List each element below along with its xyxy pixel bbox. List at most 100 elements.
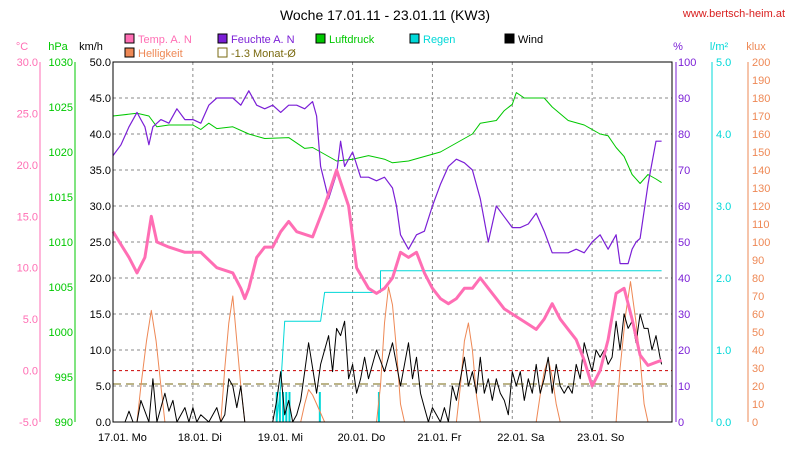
wind-tick-label: 50.0: [90, 57, 111, 69]
brightness-tick-label: 170: [752, 111, 770, 123]
axis-unit-rain: l/m²: [710, 41, 729, 53]
day-label: 18.01. Di: [178, 432, 222, 444]
wind-tick-label: 30.0: [90, 201, 111, 213]
series-layer: [111, 90, 663, 423]
axis-unit-brightness: klux: [746, 41, 766, 53]
brightness-tick-label: 50: [752, 327, 764, 339]
axis-unit-humidity: %: [673, 41, 683, 53]
rain-tick-label: 3.0: [716, 201, 731, 213]
humidity-tick-label: 90: [678, 93, 690, 105]
legend-swatch: [124, 47, 135, 58]
rain-tick-label: 4.0: [716, 129, 731, 141]
wind-tick-label: 20.0: [90, 273, 111, 285]
humidity-tick-label: 40: [678, 273, 690, 285]
temperature-line: [111, 168, 663, 388]
legend-label: Feuchte A. N: [231, 34, 295, 46]
axis-ticks: 30.025.020.015.010.05.00.0-5.01030102510…: [17, 57, 771, 429]
pressure-tick-label: 1010: [49, 237, 73, 249]
brightness-tick-label: 100: [752, 237, 770, 249]
legend-label: Regen: [423, 34, 455, 46]
humidity-tick-label: 30: [678, 309, 690, 321]
brightness-tick-label: 130: [752, 183, 770, 195]
legend-swatch: [315, 33, 326, 44]
pressure-tick-label: 1005: [49, 282, 73, 294]
brightness-tick-label: 140: [752, 165, 770, 177]
temp-tick-label: 20.0: [17, 160, 38, 172]
wind-tick-label: 15.0: [90, 309, 111, 321]
rain-event-bar: [282, 392, 285, 422]
brightness-tick-label: 180: [752, 93, 770, 105]
wind-tick-label: 35.0: [90, 165, 111, 177]
temp-tick-label: 30.0: [17, 57, 38, 69]
rain-tick-label: 2.0: [716, 273, 731, 285]
rain-tick-label: 5.0: [716, 57, 731, 69]
humidity-tick-label: 20: [678, 345, 690, 357]
brightness-tick-label: 190: [752, 75, 770, 87]
temp-tick-label: 5.0: [23, 314, 38, 326]
brightness-tick-label: 160: [752, 129, 770, 141]
wind-tick-label: 10.0: [90, 345, 111, 357]
brightness-tick-label: 80: [752, 273, 764, 285]
wind-line: [113, 313, 663, 423]
legend-swatch: [217, 47, 228, 58]
axis-unit-wind: km/h: [79, 41, 103, 53]
rain-event-bar: [285, 392, 288, 422]
axis-unit-temp: °C: [16, 41, 28, 53]
temp-tick-label: 15.0: [17, 211, 38, 223]
wind-tick-label: 5.0: [96, 381, 111, 393]
legend-swatch: [504, 33, 515, 44]
chart-title: Woche 17.01.11 - 23.01.11 (KW3): [280, 7, 490, 23]
brightness-tick-label: 0: [752, 417, 758, 429]
wind-tick-label: 40.0: [90, 129, 111, 141]
x-axis-days: 17.01. Mo 18.01. Di 19.01. Mi 20.01. Do 21.0…: [98, 432, 624, 444]
legend-swatch: [124, 33, 135, 44]
legend-label: Helligkeit: [138, 48, 183, 60]
humidity-tick-label: 100: [678, 57, 696, 69]
humidity-line: [112, 90, 662, 265]
humidity-tick-label: 0: [678, 417, 684, 429]
day-label: 21.01. Fr: [417, 432, 461, 444]
humidity-tick-label: 50: [678, 237, 690, 249]
pressure-tick-label: 1015: [49, 192, 73, 204]
pressure-tick-label: 1020: [49, 147, 73, 159]
rain-event-bar: [278, 392, 281, 422]
wind-tick-label: 0.0: [96, 417, 111, 429]
temp-tick-label: 10.0: [17, 263, 38, 275]
humidity-tick-label: 70: [678, 165, 690, 177]
humidity-tick-label: 60: [678, 201, 690, 213]
brightness-tick-label: 110: [752, 219, 770, 231]
rain-event-bar: [275, 392, 278, 422]
axis-unit-pressure: hPa: [48, 41, 68, 53]
legend-label: Luftdruck: [329, 34, 375, 46]
day-label: 19.01. Mi: [258, 432, 303, 444]
brightness-tick-label: 90: [752, 255, 764, 267]
site-url-link[interactable]: www.bertsch-heim.at: [682, 8, 785, 20]
brightness-tick-label: 40: [752, 345, 764, 357]
brightness-tick-label: 120: [752, 201, 770, 213]
pressure-line: [112, 92, 662, 184]
day-label: 20.01. Do: [338, 432, 386, 444]
plot-grid: [113, 62, 672, 422]
pressure-tick-label: 990: [55, 417, 73, 429]
axis-units: °C hPa km/h% l/m² klux: [16, 41, 766, 53]
legend-label: Temp. A. N: [138, 34, 192, 46]
brightness-tick-label: 70: [752, 291, 764, 303]
rain-event-bar: [377, 392, 380, 422]
plot-frame: [112, 61, 673, 423]
pressure-tick-label: 1025: [49, 102, 73, 114]
rain-line: [113, 270, 662, 423]
brightness-tick-label: 30: [752, 363, 764, 375]
pressure-tick-label: 995: [55, 372, 73, 384]
legend-label: Wind: [518, 34, 543, 46]
brightness-tick-label: 20: [752, 381, 764, 393]
day-label: 23.01. So: [577, 432, 624, 444]
temp-tick-label: 25.0: [17, 108, 38, 120]
rain-tick-label: 0.0: [716, 417, 731, 429]
wind-tick-label: 45.0: [90, 93, 111, 105]
brightness-tick-label: 60: [752, 309, 764, 321]
humidity-tick-label: 80: [678, 129, 690, 141]
legend: Temp. A. N Feuchte A. N Luftdruck Regen Wind…: [124, 33, 543, 60]
wind-tick-label: 25.0: [90, 237, 111, 249]
pressure-tick-label: 1000: [49, 327, 73, 339]
